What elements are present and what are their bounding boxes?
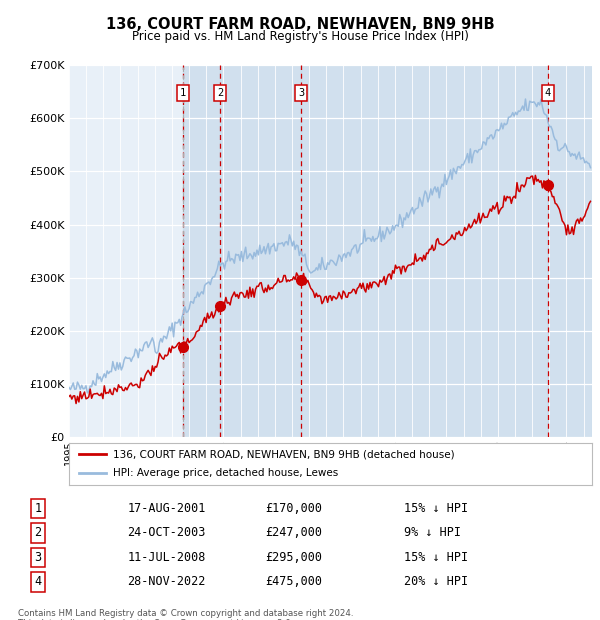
Text: 1: 1 <box>34 502 41 515</box>
Text: 4: 4 <box>34 575 41 588</box>
Bar <box>301 65 548 437</box>
Text: 136, COURT FARM ROAD, NEWHAVEN, BN9 9HB: 136, COURT FARM ROAD, NEWHAVEN, BN9 9HB <box>106 17 494 32</box>
Text: 20% ↓ HPI: 20% ↓ HPI <box>404 575 468 588</box>
Text: 15% ↓ HPI: 15% ↓ HPI <box>404 551 468 564</box>
Text: 24-OCT-2003: 24-OCT-2003 <box>127 526 206 539</box>
Text: 9% ↓ HPI: 9% ↓ HPI <box>404 526 461 539</box>
Text: 11-JUL-2008: 11-JUL-2008 <box>127 551 206 564</box>
Text: 17-AUG-2001: 17-AUG-2001 <box>127 502 206 515</box>
Text: Contains HM Land Registry data © Crown copyright and database right 2024.
This d: Contains HM Land Registry data © Crown c… <box>18 609 353 620</box>
Text: 136, COURT FARM ROAD, NEWHAVEN, BN9 9HB (detached house): 136, COURT FARM ROAD, NEWHAVEN, BN9 9HB … <box>113 449 455 459</box>
Text: £295,000: £295,000 <box>265 551 322 564</box>
Text: £475,000: £475,000 <box>265 575 322 588</box>
Text: 3: 3 <box>298 88 304 98</box>
Bar <box>548 65 592 437</box>
Text: £170,000: £170,000 <box>265 502 322 515</box>
Text: 1: 1 <box>179 88 186 98</box>
Text: 2: 2 <box>34 526 41 539</box>
Text: Price paid vs. HM Land Registry's House Price Index (HPI): Price paid vs. HM Land Registry's House … <box>131 30 469 43</box>
Text: 28-NOV-2022: 28-NOV-2022 <box>127 575 206 588</box>
Text: 15% ↓ HPI: 15% ↓ HPI <box>404 502 468 515</box>
Text: 4: 4 <box>545 88 551 98</box>
Text: HPI: Average price, detached house, Lewes: HPI: Average price, detached house, Lewe… <box>113 469 339 479</box>
Text: 3: 3 <box>34 551 41 564</box>
Bar <box>183 65 220 437</box>
Text: £247,000: £247,000 <box>265 526 322 539</box>
Text: 2: 2 <box>217 88 223 98</box>
Bar <box>220 65 301 437</box>
